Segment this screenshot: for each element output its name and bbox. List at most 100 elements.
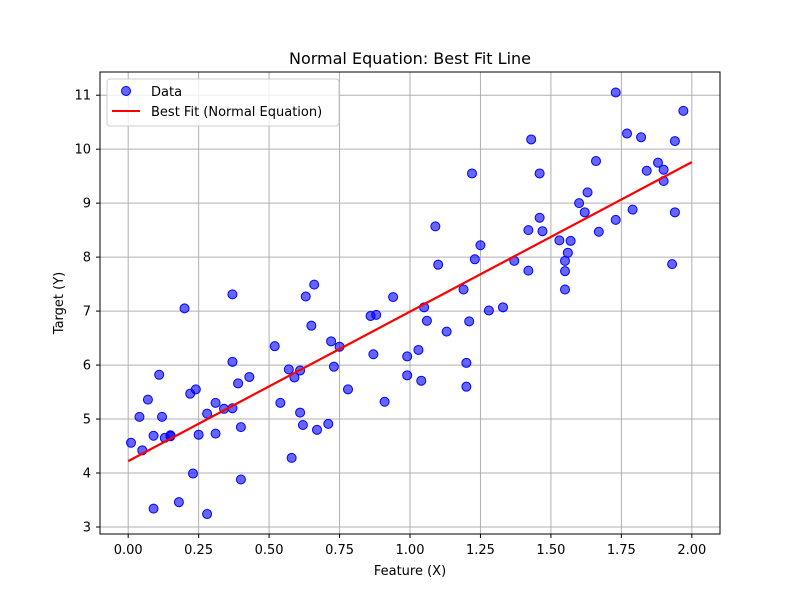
data-point [627, 204, 638, 215]
data-point [269, 341, 280, 352]
x-tick-label: 1.75 [607, 543, 636, 558]
y-tick-label: 7 [83, 305, 91, 320]
data-point [157, 411, 167, 422]
data-point [179, 303, 190, 314]
data-point [653, 157, 663, 168]
data-point [343, 384, 353, 395]
data-point [641, 165, 652, 176]
data-point [433, 259, 444, 270]
data-point [233, 378, 244, 389]
x-tick-label: 0.00 [114, 543, 143, 558]
x-tick-label: 0.50 [255, 543, 284, 558]
data-point [173, 497, 184, 508]
data-point [309, 279, 320, 290]
data-point [154, 369, 165, 380]
data-point [658, 164, 669, 175]
x-axis-label: Feature (X) [374, 564, 446, 579]
y-tick-label: 5 [83, 413, 91, 428]
data-point [669, 207, 680, 218]
data-point [283, 364, 294, 375]
data-point [534, 212, 545, 223]
data-point [430, 221, 441, 232]
x-axis-ticks: 0.00 0.25 0.50 0.75 1.00 1.25 1.50 1.75 2.00 [114, 534, 706, 558]
data-point [297, 419, 308, 430]
data-point [142, 394, 153, 405]
data-point [202, 509, 213, 520]
y-tick-label: 10 [74, 143, 91, 158]
data-point [421, 315, 432, 326]
data-point [622, 128, 632, 139]
y-tick-label: 9 [83, 197, 91, 212]
data-point [388, 292, 399, 303]
data-point [669, 136, 680, 147]
data-point [523, 225, 534, 236]
y-tick-label: 3 [83, 520, 91, 535]
data-point [286, 452, 297, 463]
data-point [402, 351, 413, 362]
data-point [537, 226, 548, 237]
data-point [467, 168, 477, 179]
data-point [300, 291, 311, 302]
data-point [458, 284, 469, 295]
fit-line-layer [127, 161, 693, 463]
x-tick-label: 2.00 [677, 543, 706, 558]
y-tick-label: 4 [83, 467, 91, 482]
data-point [591, 156, 601, 167]
data-point [678, 105, 689, 116]
data-point [441, 326, 452, 337]
data-point [610, 87, 621, 98]
data-point [328, 361, 339, 372]
data-point [188, 468, 198, 479]
data-point [461, 381, 472, 392]
data-point [523, 265, 534, 276]
data-point [464, 316, 475, 327]
data-point [275, 397, 286, 408]
chart-title: Normal Equation: Best Fit Line [289, 49, 531, 68]
y-axis-label: Target (Y) [52, 272, 67, 335]
data-point [368, 349, 379, 360]
data-point [402, 370, 413, 381]
data-point [667, 259, 678, 270]
data-point [534, 168, 545, 179]
x-tick-label: 1.25 [466, 543, 495, 558]
data-point [227, 289, 238, 300]
data-point [227, 356, 238, 367]
data-point [565, 235, 576, 246]
data-point [306, 320, 317, 331]
legend: Data Best Fit (Normal Equation) [106, 78, 340, 127]
data-point [312, 424, 322, 435]
data-point [582, 187, 593, 198]
data-point [498, 302, 508, 313]
data-point [560, 266, 570, 277]
data-point [244, 371, 255, 382]
data-point [554, 235, 565, 246]
best-fit-line [127, 161, 693, 463]
legend-label-data: Data [151, 85, 182, 100]
data-point [379, 396, 390, 407]
x-tick-label: 1.50 [536, 543, 565, 558]
x-tick-label: 0.25 [184, 543, 213, 558]
data-point [193, 429, 204, 440]
x-tick-label: 1.00 [396, 543, 425, 558]
scatter-points [126, 87, 689, 520]
legend-marker-data [121, 86, 131, 96]
data-point [190, 384, 201, 395]
data-point [413, 344, 424, 355]
y-tick-label: 6 [83, 359, 91, 374]
data-point [126, 437, 136, 448]
data-point [416, 375, 427, 386]
data-point [593, 226, 604, 237]
y-axis-ticks: 3 4 5 6 7 8 9 10 11 [74, 89, 100, 535]
data-point [148, 430, 159, 441]
data-point [562, 247, 573, 258]
data-point [371, 309, 382, 320]
y-tick-label: 8 [83, 251, 91, 266]
data-point [469, 254, 480, 265]
legend-label-best-fit: Best Fit (Normal Equation) [151, 105, 322, 120]
data-point [235, 474, 246, 485]
x-tick-label: 0.75 [325, 543, 354, 558]
data-point [579, 207, 590, 218]
data-point [323, 418, 334, 429]
data-point [134, 411, 145, 422]
